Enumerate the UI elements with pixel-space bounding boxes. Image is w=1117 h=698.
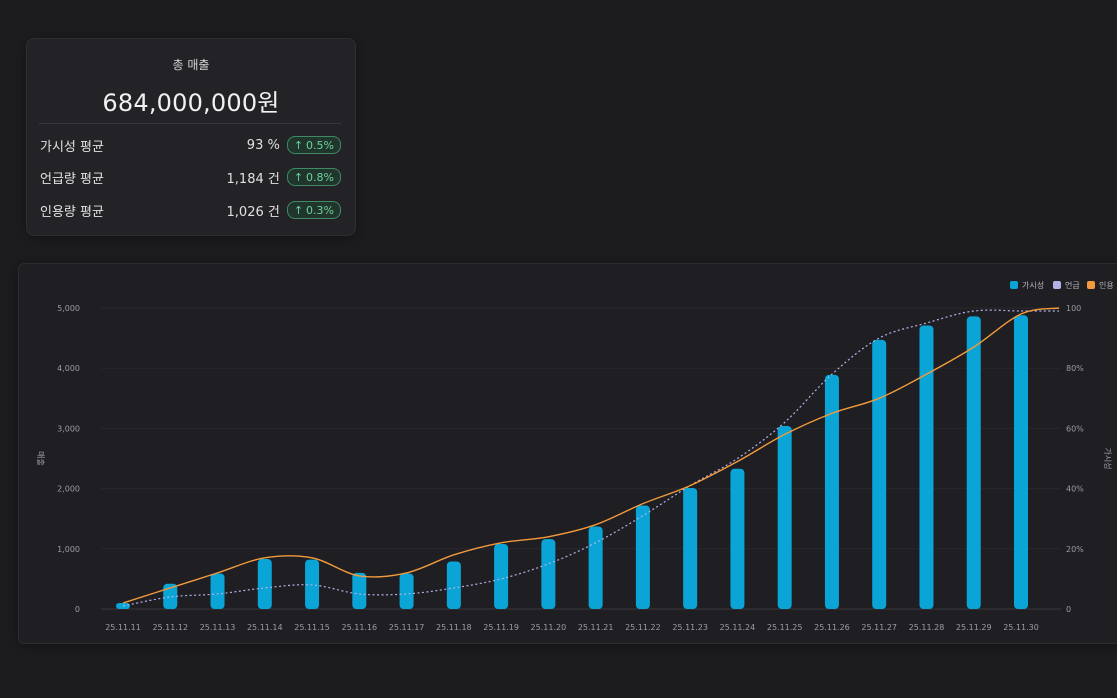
legend-swatch <box>1053 281 1061 289</box>
change-badge: ↑ 0.3% <box>286 201 341 219</box>
y-tick-label: 0 <box>75 605 80 614</box>
x-tick-label: 25.11.23 <box>672 623 708 632</box>
x-tick-label: 25.11.24 <box>720 623 756 632</box>
bar <box>683 487 698 609</box>
bar <box>872 339 887 609</box>
bar <box>777 425 792 609</box>
y2-tick-label: 40% <box>1066 485 1084 494</box>
arrow-up-icon: ↑ <box>293 138 304 152</box>
bar <box>730 468 745 609</box>
bar <box>352 572 367 609</box>
bar <box>399 573 414 609</box>
bar <box>966 316 981 609</box>
bar <box>305 559 320 609</box>
x-tick-label: 25.11.25 <box>767 623 803 632</box>
bar <box>635 505 650 609</box>
y-tick-label: 4,000 <box>57 364 80 373</box>
x-tick-label: 25.11.17 <box>389 623 425 632</box>
metric-row-citations: 인용량 평균 1,026 건 ↑ 0.3% <box>40 199 341 221</box>
legend-swatch <box>1087 281 1095 289</box>
bar <box>494 543 509 609</box>
metric-value: 1,184 건 <box>226 171 280 187</box>
summary-title: 총 매출 <box>172 58 210 72</box>
x-tick-label: 25.11.16 <box>342 623 378 632</box>
arrow-up-icon: ↑ <box>293 203 304 217</box>
combo-chart: 0 1,000 2,000 3,000 4,000 5,000 0 20% 40% 60% 80% 1… <box>36 280 1114 632</box>
arrow-up-icon: ↑ <box>293 170 304 184</box>
total-revenue: 684,000,000원 <box>102 89 280 117</box>
x-tick-label: 25.11.18 <box>436 623 472 632</box>
metric-row-visibility: 가시성 평균 93 % ↑ 0.5% <box>40 134 341 156</box>
x-tick-label: 25.11.11 <box>105 623 141 632</box>
metric-value: 93 % <box>246 137 280 153</box>
bar <box>257 559 272 609</box>
y2-tick-label: 100 <box>1066 304 1081 313</box>
bar <box>446 561 461 609</box>
chart-card: 0 1,000 2,000 3,000 4,000 5,000 0 20% 40% 60% 80% 1… <box>18 263 1117 644</box>
metric-value: 1,026 건 <box>226 204 280 220</box>
change-value: 0.3% <box>306 203 334 217</box>
bar <box>163 583 178 609</box>
legend-label: 가시성 <box>1022 281 1044 290</box>
y-tick-label: 5,000 <box>57 304 80 313</box>
x-tick-label: 25.11.12 <box>152 623 188 632</box>
metric-label: 인용량 평균 <box>40 204 104 220</box>
x-tick-label: 25.11.20 <box>531 623 567 632</box>
x-tick-label: 25.11.26 <box>814 623 850 632</box>
legend-label: 언급 <box>1065 280 1080 290</box>
x-tick-label: 25.11.13 <box>200 623 236 632</box>
series-line-mention <box>122 309 1060 607</box>
change-value: 0.5% <box>306 138 334 152</box>
x-tick-label: 25.11.14 <box>247 623 283 632</box>
bar <box>1014 315 1028 609</box>
y-axis-label: 매출 <box>36 451 46 466</box>
summary-divider <box>39 123 341 124</box>
y2-tick-label: 60% <box>1066 424 1084 433</box>
metric-label: 언급량 평균 <box>40 171 104 187</box>
y-tick-label: 3,000 <box>57 424 80 433</box>
bar <box>541 539 556 609</box>
x-tick-label: 25.11.28 <box>909 623 945 632</box>
y-tick-label: 1,000 <box>57 545 80 554</box>
y2-tick-label: 0 <box>1066 605 1071 614</box>
legend-label: 인용 <box>1099 280 1114 290</box>
x-tick-label: 25.11.22 <box>625 623 661 632</box>
x-tick-label: 25.11.15 <box>294 623 330 632</box>
bar <box>919 325 934 609</box>
y2-tick-label: 20% <box>1066 545 1084 554</box>
x-tick-label: 25.11.30 <box>1003 623 1039 632</box>
y-tick-label: 2,000 <box>57 485 80 494</box>
summary-card: 총 매출 684,000,000원 가시성 평균 93 % ↑ 0.5% 언급량… <box>26 38 356 236</box>
x-tick-label: 25.11.21 <box>578 623 614 632</box>
legend-swatch <box>1010 281 1018 289</box>
change-badge: ↑ 0.8% <box>286 168 341 186</box>
y2-axis-label: 가시성 <box>1103 447 1112 469</box>
metric-label: 가시성 평균 <box>40 139 104 155</box>
change-value: 0.8% <box>306 170 334 184</box>
metric-row-mentions: 언급량 평균 1,184 건 ↑ 0.8% <box>40 166 341 188</box>
bar <box>824 374 839 609</box>
x-tick-label: 25.11.29 <box>956 623 992 632</box>
x-tick-label: 25.11.19 <box>483 623 519 632</box>
bar <box>588 526 603 609</box>
change-badge: ↑ 0.5% <box>286 136 341 154</box>
series-line-citation <box>122 307 1060 604</box>
y2-tick-label: 80% <box>1066 364 1084 373</box>
x-tick-label: 25.11.27 <box>861 623 897 632</box>
bar <box>210 573 225 609</box>
